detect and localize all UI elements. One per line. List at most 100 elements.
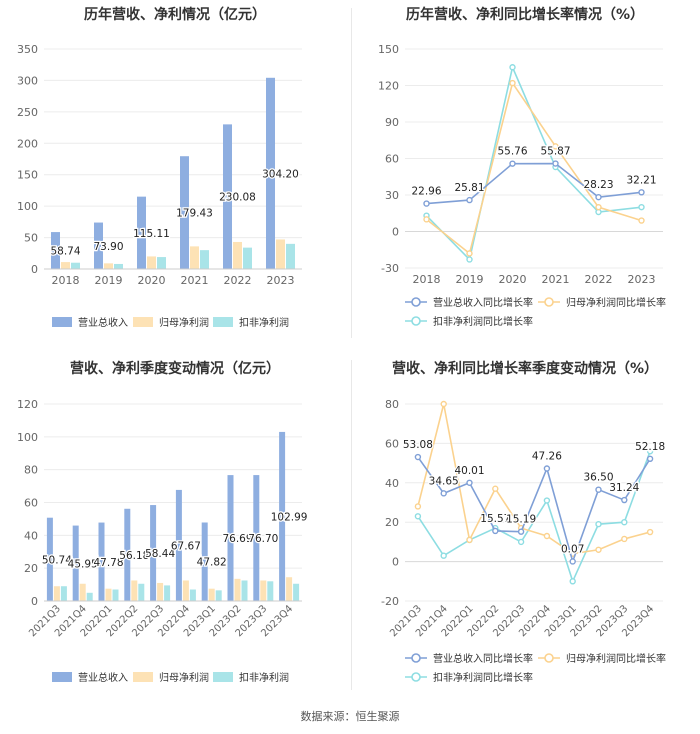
y-tick-label: 200 [17, 137, 38, 150]
data-point [492, 527, 499, 535]
bar [150, 505, 157, 601]
bar [223, 124, 232, 269]
legend-label: 归母净利润 [159, 671, 209, 684]
data-point [492, 485, 499, 492]
data-label: 58.44 [145, 548, 175, 560]
data-point [509, 64, 516, 71]
legend-swatch [133, 317, 153, 327]
bar [286, 243, 295, 269]
data-label: 55.87 [540, 146, 570, 158]
legend-label: 归母净利润 [159, 316, 209, 329]
data-label: 58.74 [50, 246, 80, 258]
legend-label: 扣非净利润 [239, 316, 289, 329]
bar [208, 588, 215, 601]
y-tick-label: 60 [24, 497, 38, 510]
y-tick-label: 40 [385, 477, 399, 490]
y-tick-label: 100 [17, 431, 38, 444]
annual-bar-panel: 历年营收、净利情况（亿元） 0 50 100 150 200 250 300 350 58.74… [0, 0, 350, 345]
y-tick-label: 80 [24, 464, 38, 477]
data-label: 115.11 [133, 228, 170, 240]
x-tick-label: 2019 [456, 273, 484, 286]
data-label: 76.70 [248, 533, 278, 545]
data-label: 25.81 [454, 182, 484, 194]
annual-line-chart: -30 0 30 60 90 120 150 22.96 25.81 55.76 55.87 28.2… [378, 43, 666, 328]
legend-marker [411, 316, 421, 326]
legend-label: 归母净利润同比增长率 [566, 296, 666, 309]
data-label: 50.74 [42, 554, 72, 566]
bar [157, 582, 164, 601]
series-line [426, 81, 642, 255]
bar [253, 475, 260, 601]
annual-line-panel: 历年营收、净利同比增长率情况（%） -30 0 30 60 90 120 150 22.96 2… [350, 0, 700, 345]
data-label: 47.82 [197, 557, 227, 569]
data-label: 73.90 [93, 241, 123, 253]
data-label: 67.67 [171, 540, 201, 552]
data-point [595, 546, 602, 553]
y-tick-label: 150 [17, 169, 38, 182]
legend-swatch [52, 672, 72, 682]
y-tick-label: 20 [385, 516, 399, 529]
x-tick-label: 2022 [585, 273, 613, 286]
bar [104, 263, 113, 269]
data-point [595, 520, 602, 528]
data-point [646, 528, 654, 536]
y-tick-label: 80 [385, 398, 399, 411]
y-tick-label: 0 [31, 595, 38, 608]
data-point [621, 518, 628, 526]
x-tick-label: 2018 [413, 273, 441, 286]
bar [180, 156, 189, 269]
y-tick-label: 150 [378, 43, 399, 56]
bar [260, 580, 267, 601]
bar [157, 257, 166, 269]
data-label: 0.07 [561, 543, 584, 555]
data-point [646, 455, 654, 463]
data-point [466, 250, 473, 257]
data-point [569, 558, 576, 565]
quarterly-line-panel: 营收、净利同比增长率季度变动情况（%） -20 0 20 40 60 80 53.08 34.… [350, 352, 700, 697]
data-label: 15.19 [506, 514, 536, 526]
data-label: 47.26 [532, 450, 562, 462]
y-tick-label: 20 [24, 562, 38, 575]
chart-title: 营收、净利季度变动情况（亿元） [70, 361, 280, 377]
data-point [414, 503, 422, 510]
legend-marker [544, 297, 554, 307]
data-point [517, 538, 525, 546]
data-point [621, 496, 628, 504]
legend-marker [411, 297, 421, 307]
data-point [414, 453, 422, 461]
data-point [552, 160, 559, 167]
y-tick-label: 60 [385, 153, 399, 166]
data-label: 53.08 [403, 439, 433, 451]
data-label: 55.76 [497, 146, 527, 158]
data-point [543, 465, 551, 472]
data-point [414, 513, 422, 520]
y-tick-label: 300 [17, 74, 38, 87]
bar [98, 522, 105, 601]
bar [189, 589, 196, 601]
data-label: 15.57 [480, 513, 510, 525]
y-tick-label: 250 [17, 106, 38, 119]
data-label: 76.69 [222, 533, 252, 545]
y-tick-label: 90 [385, 116, 399, 129]
data-label: 304.20 [262, 168, 299, 180]
data-point [543, 532, 551, 540]
bar [114, 263, 123, 269]
y-tick-label: 30 [385, 189, 399, 202]
data-point [440, 552, 447, 559]
bar [234, 578, 241, 601]
series-line [417, 456, 651, 565]
y-tick-label: 0 [31, 263, 38, 276]
bar [131, 580, 138, 601]
legend-marker [411, 653, 421, 663]
y-tick-label: 40 [24, 529, 38, 542]
legend-swatch [133, 672, 153, 682]
bar [175, 489, 182, 601]
data-point [440, 490, 447, 497]
bar [286, 577, 293, 601]
y-tick-label: -20 [381, 595, 399, 608]
bar [51, 232, 60, 269]
data-label: 31.24 [609, 482, 639, 494]
data-point [543, 497, 551, 504]
data-label: 47.78 [93, 557, 123, 569]
